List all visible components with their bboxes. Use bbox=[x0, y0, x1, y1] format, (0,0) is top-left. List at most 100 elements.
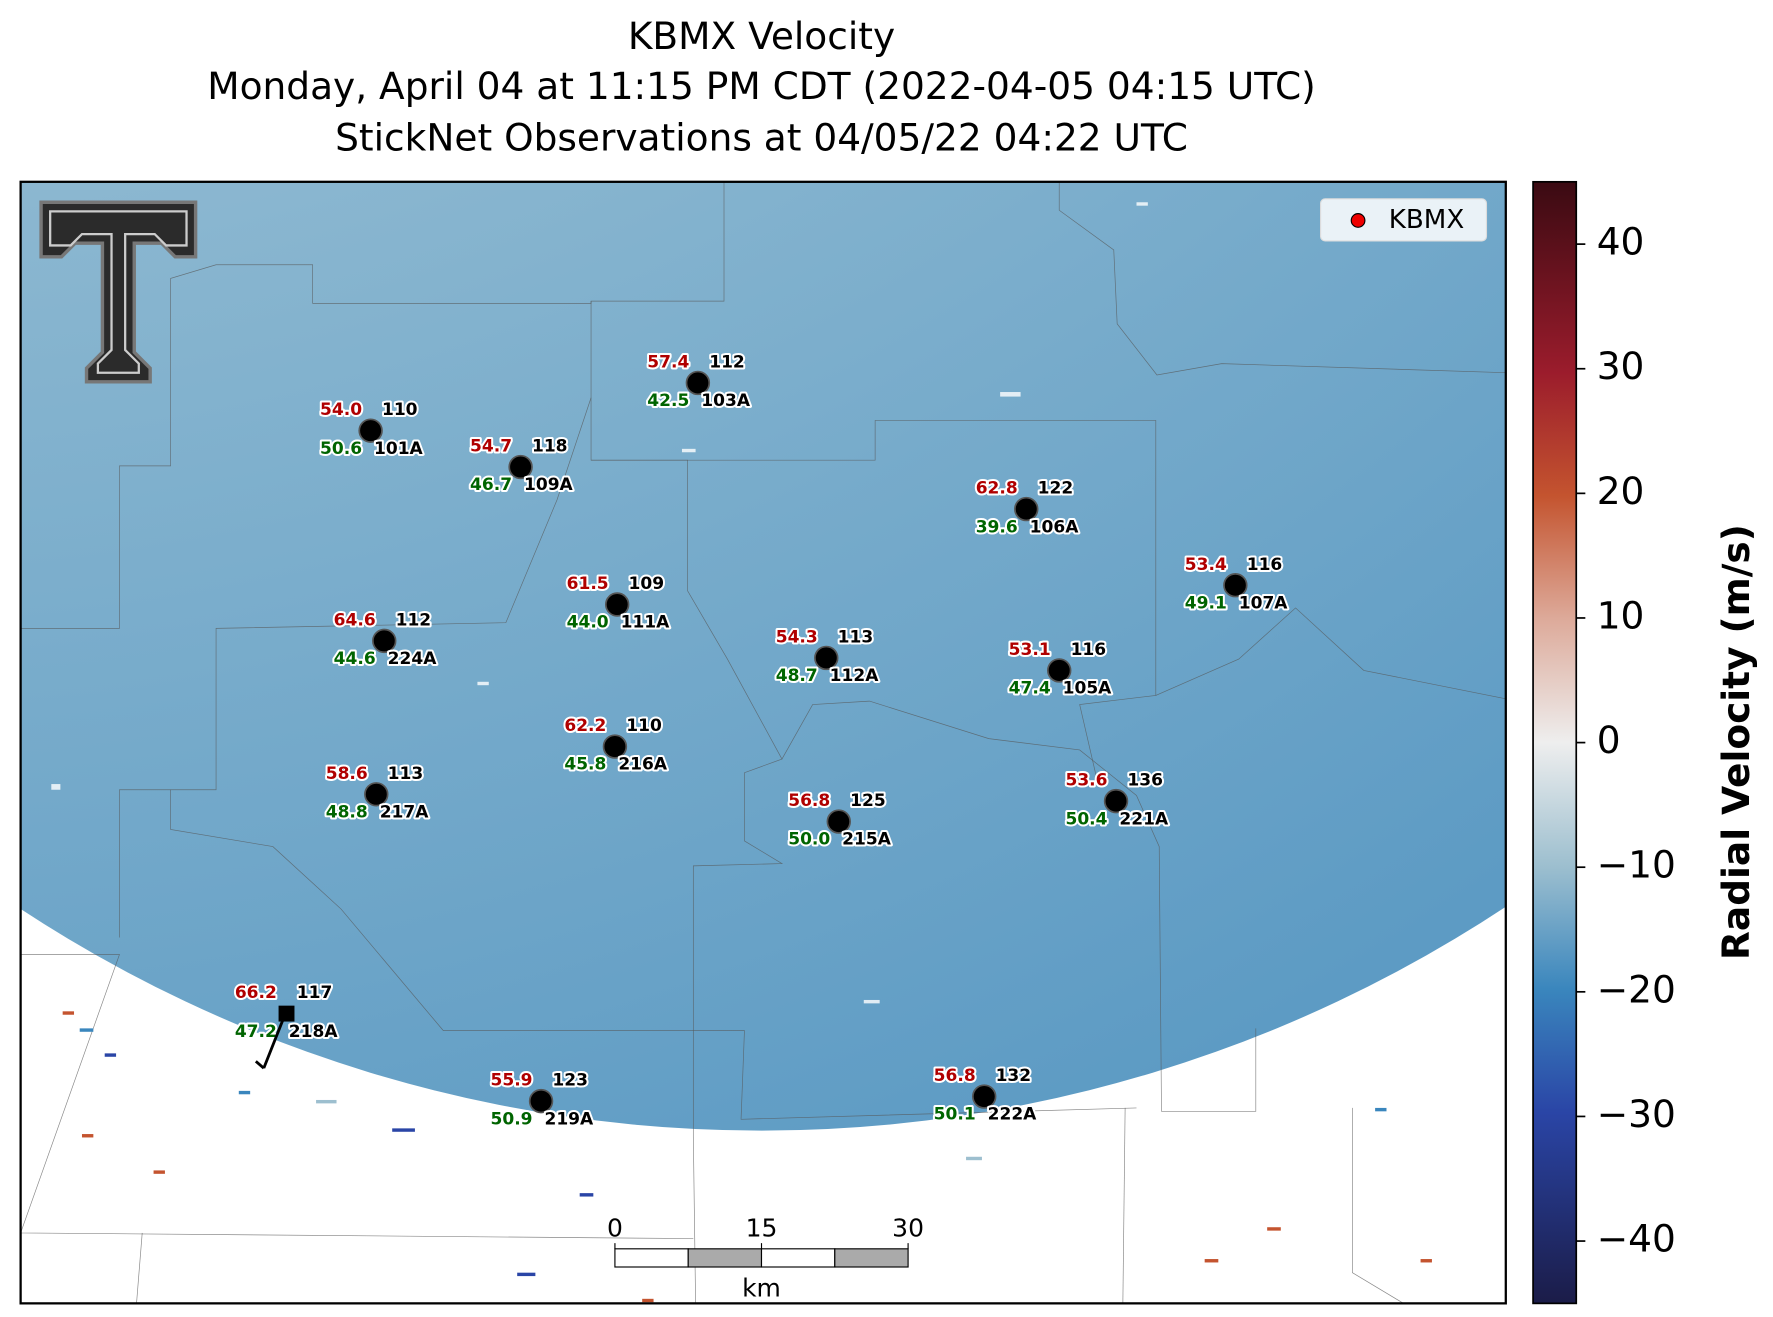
radar-echo bbox=[20, 181, 1506, 1131]
station-red-value: 62.2 bbox=[564, 716, 606, 736]
legend-marker bbox=[1350, 213, 1366, 228]
scale-tick-label: 0 bbox=[607, 1214, 623, 1243]
title-line: KBMX Velocity bbox=[628, 14, 895, 58]
station-id: 109A bbox=[524, 475, 574, 495]
scale-tick-label: 30 bbox=[892, 1214, 924, 1243]
scale-tick-label: 15 bbox=[746, 1214, 778, 1243]
station-id: 218A bbox=[289, 1022, 339, 1042]
station-green-value: 46.7 bbox=[470, 475, 512, 495]
station-red-value: 55.9 bbox=[490, 1071, 532, 1091]
station-red-value: 56.8 bbox=[788, 791, 830, 811]
station-marker bbox=[826, 809, 851, 834]
station-black-value: 109 bbox=[629, 574, 665, 594]
colorbar-tick-label: 40 bbox=[1597, 220, 1645, 264]
colorbar-tick-label: 0 bbox=[1597, 718, 1621, 762]
station-id: 219A bbox=[544, 1109, 594, 1129]
station-marker bbox=[358, 418, 383, 443]
station-marker bbox=[508, 454, 533, 480]
station-id: 216A bbox=[618, 755, 668, 775]
scale-bar: 0 15 30 km bbox=[607, 1214, 924, 1303]
station-marker bbox=[1103, 788, 1129, 814]
scale-segment bbox=[687, 1248, 763, 1268]
station-green-value: 42.5 bbox=[647, 391, 689, 411]
station-black-value: 116 bbox=[1071, 640, 1107, 660]
station-red-value: 53.6 bbox=[1065, 771, 1107, 791]
station-id: 217A bbox=[380, 802, 430, 822]
station-green-value: 50.6 bbox=[320, 439, 362, 459]
colorbar-tick-label: −40 bbox=[1597, 1217, 1676, 1261]
title-line: StickNet Observations at 04/05/22 04:22 … bbox=[335, 115, 1188, 159]
station-red-value: 53.1 bbox=[1009, 640, 1051, 660]
station-black-value: 132 bbox=[996, 1066, 1032, 1086]
station-id: 221A bbox=[1119, 809, 1169, 829]
station-black-value: 110 bbox=[626, 716, 662, 736]
station-marker bbox=[528, 1088, 554, 1114]
station-id: 106A bbox=[1030, 517, 1080, 537]
colorbar-tick-label: −30 bbox=[1597, 1092, 1676, 1136]
station-green-value: 45.8 bbox=[564, 755, 606, 775]
title-line: Monday, April 04 at 11:15 PM CDT (2022-0… bbox=[207, 64, 1316, 108]
station-green-value: 49.1 bbox=[1185, 593, 1227, 613]
station-marker bbox=[364, 782, 389, 807]
station-black-value: 113 bbox=[388, 764, 424, 784]
radar-speckle bbox=[51, 202, 1148, 1004]
scale-segment bbox=[614, 1248, 689, 1268]
station-black-value: 123 bbox=[552, 1071, 588, 1091]
legend-label: KBMX bbox=[1389, 205, 1465, 235]
clutter bbox=[62, 1011, 1432, 1303]
station-black-value: 110 bbox=[382, 400, 418, 420]
station-red-value: 53.4 bbox=[1185, 555, 1227, 575]
station-black-value: 125 bbox=[850, 791, 886, 811]
station-id: 101A bbox=[374, 439, 424, 459]
scale-unit: km bbox=[742, 1274, 781, 1303]
station-red-value: 57.4 bbox=[647, 352, 689, 372]
map-frame bbox=[19, 180, 1507, 1305]
station-black-value: 122 bbox=[1038, 479, 1074, 499]
scale-segment bbox=[834, 1248, 909, 1268]
station-black-value: 136 bbox=[1127, 771, 1163, 791]
station-red-value: 62.8 bbox=[976, 479, 1018, 499]
station-black-value: 113 bbox=[838, 627, 874, 647]
station-red-value: 54.3 bbox=[776, 627, 818, 647]
station-red-value: 66.2 bbox=[235, 983, 277, 1003]
station-id: 112A bbox=[830, 666, 880, 686]
station-green-value: 44.0 bbox=[567, 613, 609, 633]
station-black-value: 112 bbox=[396, 610, 432, 630]
scale-segment bbox=[760, 1248, 836, 1268]
station-marker bbox=[1047, 658, 1072, 683]
legend-box bbox=[1320, 198, 1488, 242]
station-id: 224A bbox=[388, 649, 438, 669]
station-red-value: 58.6 bbox=[326, 764, 368, 784]
station-marker bbox=[685, 370, 711, 396]
colorbar-tick-label: −10 bbox=[1597, 843, 1676, 887]
wind-barb bbox=[254, 1005, 295, 1070]
station-green-value: 50.9 bbox=[490, 1109, 532, 1129]
station-red-value: 54.0 bbox=[320, 400, 362, 420]
station-green-value: 47.2 bbox=[235, 1022, 277, 1042]
station-id: 222A bbox=[988, 1105, 1038, 1125]
station-id: 107A bbox=[1239, 593, 1289, 613]
station-marker bbox=[814, 645, 839, 671]
station-green-value: 44.6 bbox=[334, 649, 376, 669]
station-green-value: 48.7 bbox=[776, 666, 818, 686]
station-id: 105A bbox=[1063, 679, 1113, 699]
station-id: 215A bbox=[842, 830, 892, 850]
station-black-value: 116 bbox=[1247, 555, 1283, 575]
colorbar-tick-label: 20 bbox=[1597, 469, 1645, 513]
station-green-value: 50.0 bbox=[788, 830, 830, 850]
station-marker bbox=[972, 1084, 997, 1109]
station-marker bbox=[604, 592, 630, 617]
colorbar-tick-label: −20 bbox=[1597, 967, 1676, 1011]
station-black-value: 118 bbox=[532, 437, 568, 457]
station-red-value: 56.8 bbox=[934, 1066, 976, 1086]
county-lines bbox=[20, 181, 1506, 1304]
station-green-value: 48.8 bbox=[326, 802, 368, 822]
station-black-value: 117 bbox=[297, 983, 333, 1003]
colorbar-tick-label: 30 bbox=[1597, 344, 1645, 388]
stations: 54.0 110 50.6 101A 54.7 118 46.7 109A 57.4 112 42.… bbox=[233, 350, 1290, 1131]
station-red-value: 61.5 bbox=[567, 574, 609, 594]
colorbar: Radial Velocity (m/s) −40 −30 −20 −10 0 10 20 3… bbox=[1532, 180, 1758, 1305]
